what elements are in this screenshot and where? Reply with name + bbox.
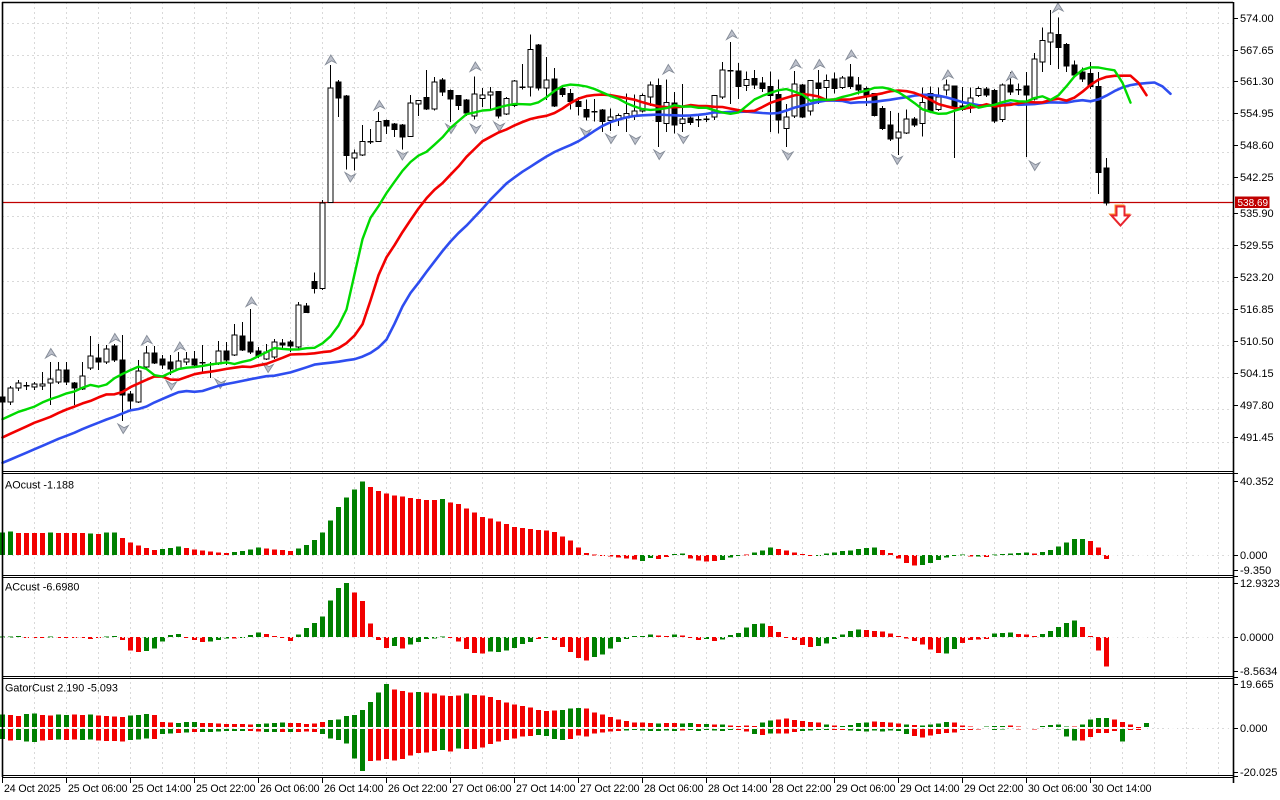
svg-text:25 Oct 06:00: 25 Oct 06:00 — [68, 783, 128, 795]
svg-text:28 Oct 22:00: 28 Oct 22:00 — [772, 783, 832, 795]
svg-text:516.85: 516.85 — [1240, 304, 1274, 316]
svg-text:529.55: 529.55 — [1240, 240, 1274, 252]
svg-text:27 Oct 06:00: 27 Oct 06:00 — [452, 783, 512, 795]
svg-text:523.20: 523.20 — [1240, 272, 1274, 284]
svg-text:542.25: 542.25 — [1240, 172, 1274, 184]
svg-text:GatorCust 2.190 -5.093: GatorCust 2.190 -5.093 — [5, 683, 118, 695]
svg-text:12.9323: 12.9323 — [1240, 578, 1280, 590]
svg-text:24 Oct 2025: 24 Oct 2025 — [4, 783, 61, 795]
svg-text:510.50: 510.50 — [1240, 336, 1274, 348]
svg-text:491.45: 491.45 — [1240, 432, 1274, 444]
svg-text:AOcust -1.188: AOcust -1.188 — [5, 480, 74, 492]
svg-text:567.65: 567.65 — [1240, 45, 1274, 57]
svg-text:27 Oct 14:00: 27 Oct 14:00 — [516, 783, 576, 795]
svg-text:29 Oct 14:00: 29 Oct 14:00 — [900, 783, 960, 795]
svg-text:535.90: 535.90 — [1240, 208, 1274, 220]
svg-text:29 Oct 06:00: 29 Oct 06:00 — [836, 783, 896, 795]
svg-text:28 Oct 06:00: 28 Oct 06:00 — [644, 783, 704, 795]
svg-text:-20.025: -20.025 — [1240, 767, 1277, 779]
svg-text:561.30: 561.30 — [1240, 76, 1274, 88]
svg-text:30 Oct 14:00: 30 Oct 14:00 — [1092, 783, 1152, 795]
svg-text:29 Oct 22:00: 29 Oct 22:00 — [964, 783, 1024, 795]
svg-text:0.0000: 0.0000 — [1240, 632, 1274, 644]
svg-text:26 Oct 22:00: 26 Oct 22:00 — [388, 783, 448, 795]
svg-text:497.80: 497.80 — [1240, 400, 1274, 412]
svg-text:-8.5634: -8.5634 — [1240, 666, 1277, 678]
svg-text:30 Oct 06:00: 30 Oct 06:00 — [1028, 783, 1088, 795]
svg-text:40.352: 40.352 — [1240, 476, 1274, 488]
svg-text:504.15: 504.15 — [1240, 368, 1274, 380]
svg-text:0.000: 0.000 — [1240, 723, 1268, 735]
svg-text:27 Oct 22:00: 27 Oct 22:00 — [580, 783, 640, 795]
svg-text:574.00: 574.00 — [1240, 13, 1274, 25]
svg-text:25 Oct 14:00: 25 Oct 14:00 — [132, 783, 192, 795]
svg-text:26 Oct 14:00: 26 Oct 14:00 — [324, 783, 384, 795]
svg-text:-9.350: -9.350 — [1240, 565, 1271, 577]
svg-text:538.69: 538.69 — [1238, 198, 1269, 209]
svg-text:26 Oct 06:00: 26 Oct 06:00 — [260, 783, 320, 795]
svg-text:25 Oct 22:00: 25 Oct 22:00 — [196, 783, 256, 795]
svg-text:28 Oct 14:00: 28 Oct 14:00 — [708, 783, 768, 795]
svg-text:19.665: 19.665 — [1240, 679, 1274, 691]
svg-text:ACcust -6.6980: ACcust -6.6980 — [5, 582, 79, 594]
svg-text:554.95: 554.95 — [1240, 108, 1274, 120]
svg-text:0.000: 0.000 — [1240, 550, 1268, 562]
svg-text:548.60: 548.60 — [1240, 140, 1274, 152]
